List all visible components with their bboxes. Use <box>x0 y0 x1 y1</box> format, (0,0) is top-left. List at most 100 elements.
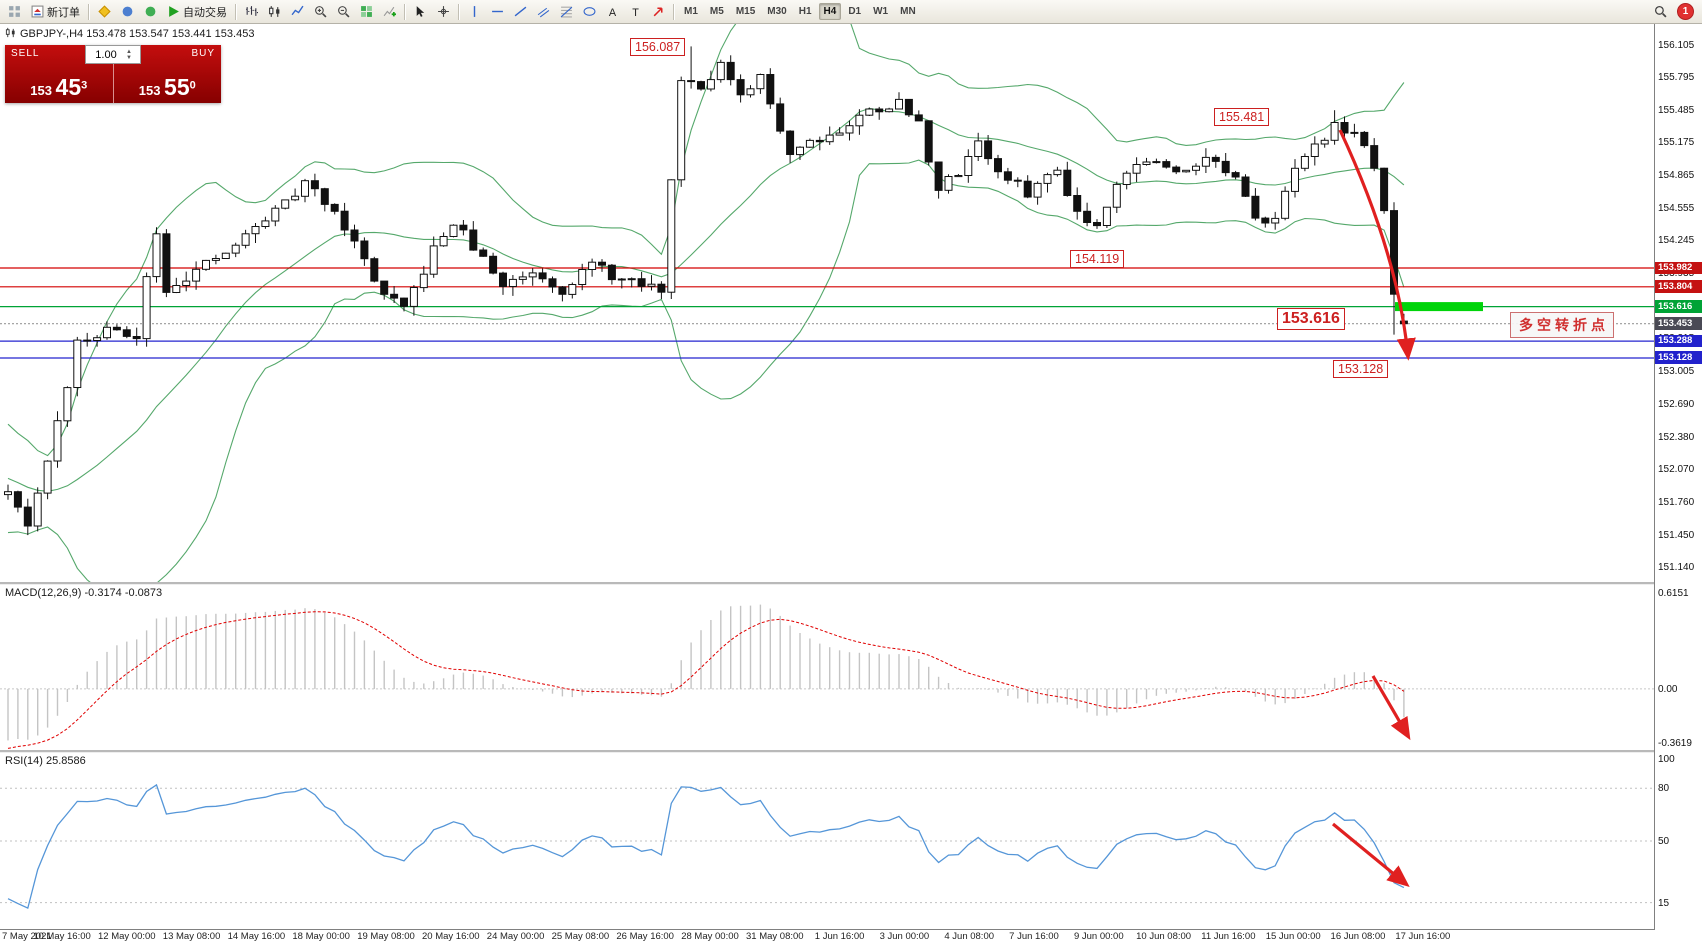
price-annotation-155.481[interactable]: 155.481 <box>1214 108 1270 127</box>
time-label: 17 Jun 16:00 <box>1395 931 1451 942</box>
timeframe-h4-button[interactable]: H4 <box>818 3 842 20</box>
price-tick: 152.380 <box>1658 431 1695 443</box>
time-label: 19 May 08:00 <box>357 931 415 942</box>
price-tick: 151.140 <box>1658 562 1695 574</box>
label-icon[interactable]: T <box>625 1 646 22</box>
autotrade-button[interactable]: 自动交易 <box>163 1 231 22</box>
time-label: 25 May 08:00 <box>551 931 610 942</box>
rsi-indicator-label: RSI(14) 25.8586 <box>5 755 86 767</box>
chart-candles-icon[interactable] <box>264 1 285 22</box>
toolbar-separator <box>235 3 237 20</box>
time-label: 1 Jun 16:00 <box>814 931 865 942</box>
lot-spinner[interactable]: ▲ ▼ <box>126 46 132 63</box>
window-grid-icon[interactable] <box>4 1 25 22</box>
time-label: 31 May 08:00 <box>746 931 804 942</box>
chart-line-icon[interactable] <box>287 1 308 22</box>
arrows-icon[interactable] <box>648 1 669 22</box>
spinner-up-icon[interactable]: ▲ <box>126 48 132 55</box>
timeframe-m15-button[interactable]: M15 <box>735 6 756 17</box>
price-badge-153.288: 153.288 <box>1655 334 1702 348</box>
sell-price: 153 453 <box>30 74 88 100</box>
price-annotation-156.087[interactable]: 156.087 <box>630 38 686 57</box>
price-badge-153.982: 153.982 <box>1655 261 1702 275</box>
macd-histogram <box>7 604 1405 749</box>
text-icon[interactable]: A <box>602 1 623 22</box>
price-scale: 156.105 155.795 155.485 155.175 154.865 154.5… <box>1654 24 1702 944</box>
price-tick: 153.005 <box>1658 365 1695 377</box>
cursor-icon[interactable] <box>410 1 431 22</box>
timeframe-mn-button[interactable]: MN <box>900 6 916 17</box>
chart-symbol-info: GBPJPY-,H4 153.478 153.547 153.441 153.4… <box>5 27 254 41</box>
turning-point-label[interactable]: 多空转折点 <box>1510 312 1614 338</box>
price-chart[interactable] <box>0 24 1655 944</box>
toolbar-separator <box>458 3 460 20</box>
macd-scale-tick: 0.00 <box>1658 683 1678 695</box>
fibonacci-icon[interactable] <box>556 1 577 22</box>
price-badge-153.453: 153.453 <box>1655 317 1702 330</box>
channel-icon[interactable] <box>533 1 554 22</box>
price-tick: 151.450 <box>1658 529 1695 541</box>
symbol-ohlc-text: GBPJPY-,H4 153.478 153.547 153.441 153.4… <box>20 28 255 40</box>
shapes-icon[interactable] <box>579 1 600 22</box>
indicators-icon[interactable] <box>379 1 400 22</box>
timeframe-m30-button[interactable]: M30 <box>767 6 787 17</box>
zoom-in-icon[interactable] <box>310 1 331 22</box>
tile-windows-icon[interactable] <box>356 1 377 22</box>
chart-plot-area[interactable]: GBPJPY-,H4 153.478 153.547 153.441 153.4… <box>0 24 1655 944</box>
crosshair-icon[interactable] <box>433 1 454 22</box>
toolbar-separator <box>404 3 406 20</box>
rsi-line <box>7 783 1405 910</box>
time-label: 15 Jun 00:00 <box>1265 931 1321 942</box>
timeframe-d1-button[interactable]: D1 <box>848 6 862 17</box>
timeframe-h1-button[interactable]: H1 <box>798 6 812 17</box>
time-label: 7 May 2021 <box>2 931 52 942</box>
rsi-scale-tick: 100 <box>1658 754 1675 765</box>
rsi-scale-tick: 80 <box>1658 783 1670 795</box>
search-symbol-icon[interactable] <box>1650 1 1671 22</box>
price-annotation-153.616[interactable]: 153.616 <box>1277 308 1345 331</box>
market-icon[interactable] <box>117 1 138 22</box>
rsi-pane-divider[interactable] <box>0 750 1655 753</box>
price-annotation-154.119[interactable]: 154.119 <box>1070 250 1125 269</box>
time-label: 14 May 16:00 <box>227 931 286 942</box>
notification-badge[interactable]: 1 <box>1677 3 1694 20</box>
price-annotation-153.128[interactable]: 153.128 <box>1333 360 1389 379</box>
macd-pane-divider[interactable] <box>0 582 1655 585</box>
time-label: 18 May 00:00 <box>292 931 350 942</box>
time-label: 11 Jun 16:00 <box>1201 931 1256 942</box>
toolbar: 新订单 自动交易 A T M1 M5 M15 M30 H1 H4 D1 W1 MN 1 <box>0 0 1702 24</box>
vertical-line-icon[interactable] <box>464 1 485 22</box>
price-tick: 152.070 <box>1658 464 1695 476</box>
buy-price: 153 550 <box>138 74 196 100</box>
horizontal-line-icon[interactable] <box>487 1 508 22</box>
timeframe-w1-button[interactable]: W1 <box>873 6 889 17</box>
spinner-down-icon[interactable]: ▼ <box>126 54 132 61</box>
price-tick: 154.245 <box>1658 235 1695 247</box>
lot-size-input[interactable] <box>86 46 126 63</box>
price-tick: 151.760 <box>1658 496 1695 508</box>
price-tick: 152.690 <box>1658 399 1695 411</box>
zoom-out-icon[interactable] <box>333 1 354 22</box>
chart-bars-icon[interactable] <box>241 1 262 22</box>
signals-icon[interactable] <box>140 1 161 22</box>
time-label: 3 Jun 00:00 <box>879 931 930 942</box>
trendline-icon[interactable] <box>510 1 531 22</box>
timeframe-m5-button[interactable]: M5 <box>709 6 724 17</box>
lot-size-field[interactable]: ▲▼ <box>85 45 141 64</box>
toolbar-buttons: 新订单 自动交易 A T <box>3 0 678 23</box>
time-label: 20 May 16:00 <box>422 931 480 942</box>
timeframe-buttons: M1 M5 M15 M30 H1 H4 D1 W1 MN <box>678 0 922 23</box>
timeframe-m1-button[interactable]: M1 <box>684 6 698 17</box>
metaeditor-icon[interactable] <box>94 1 115 22</box>
price-tick: 155.485 <box>1658 104 1695 116</box>
price-tick: 155.795 <box>1658 72 1695 84</box>
time-label: 10 May 16:00 <box>33 931 91 942</box>
sell-label: SELL <box>11 48 40 59</box>
highlight-level-bar[interactable] <box>1395 302 1483 312</box>
time-label: 26 May 16:00 <box>616 931 674 942</box>
new-order-button[interactable]: 新订单 <box>27 1 84 22</box>
time-label: 4 Jun 08:00 <box>944 931 995 942</box>
macd-scale-tick: 0.6151 <box>1658 588 1689 599</box>
price-badge-153.616: 153.616 <box>1655 300 1702 313</box>
price-tick: 155.175 <box>1658 137 1695 149</box>
